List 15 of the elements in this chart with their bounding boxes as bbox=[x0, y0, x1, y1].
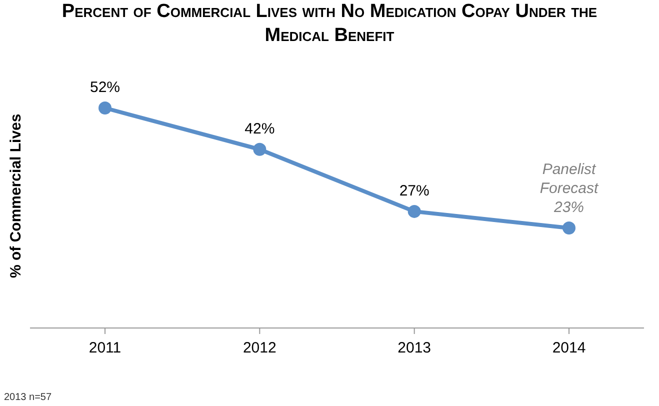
data-label: 27% bbox=[399, 182, 430, 200]
data-label: 52% bbox=[90, 79, 120, 96]
y-axis-title: % of Commercial Lives bbox=[7, 114, 24, 278]
x-tick-label: 2014 bbox=[552, 340, 586, 357]
point bbox=[253, 142, 266, 156]
point bbox=[98, 102, 112, 114]
text: 2013 n=57 bbox=[4, 392, 52, 403]
data-label: 42% bbox=[244, 120, 275, 138]
x-tick-label: 2012 bbox=[242, 340, 276, 357]
chart-title: Percent of Commercial Lives with No Medication Copay Under the Medical Benefit bbox=[60, 0, 598, 48]
point bbox=[562, 222, 576, 234]
point bbox=[408, 204, 421, 218]
data-label: Panelist Forecast 23% bbox=[540, 161, 600, 216]
x-tick-label: 2013 bbox=[398, 340, 432, 357]
x-tick-label: 2011 bbox=[88, 340, 122, 357]
